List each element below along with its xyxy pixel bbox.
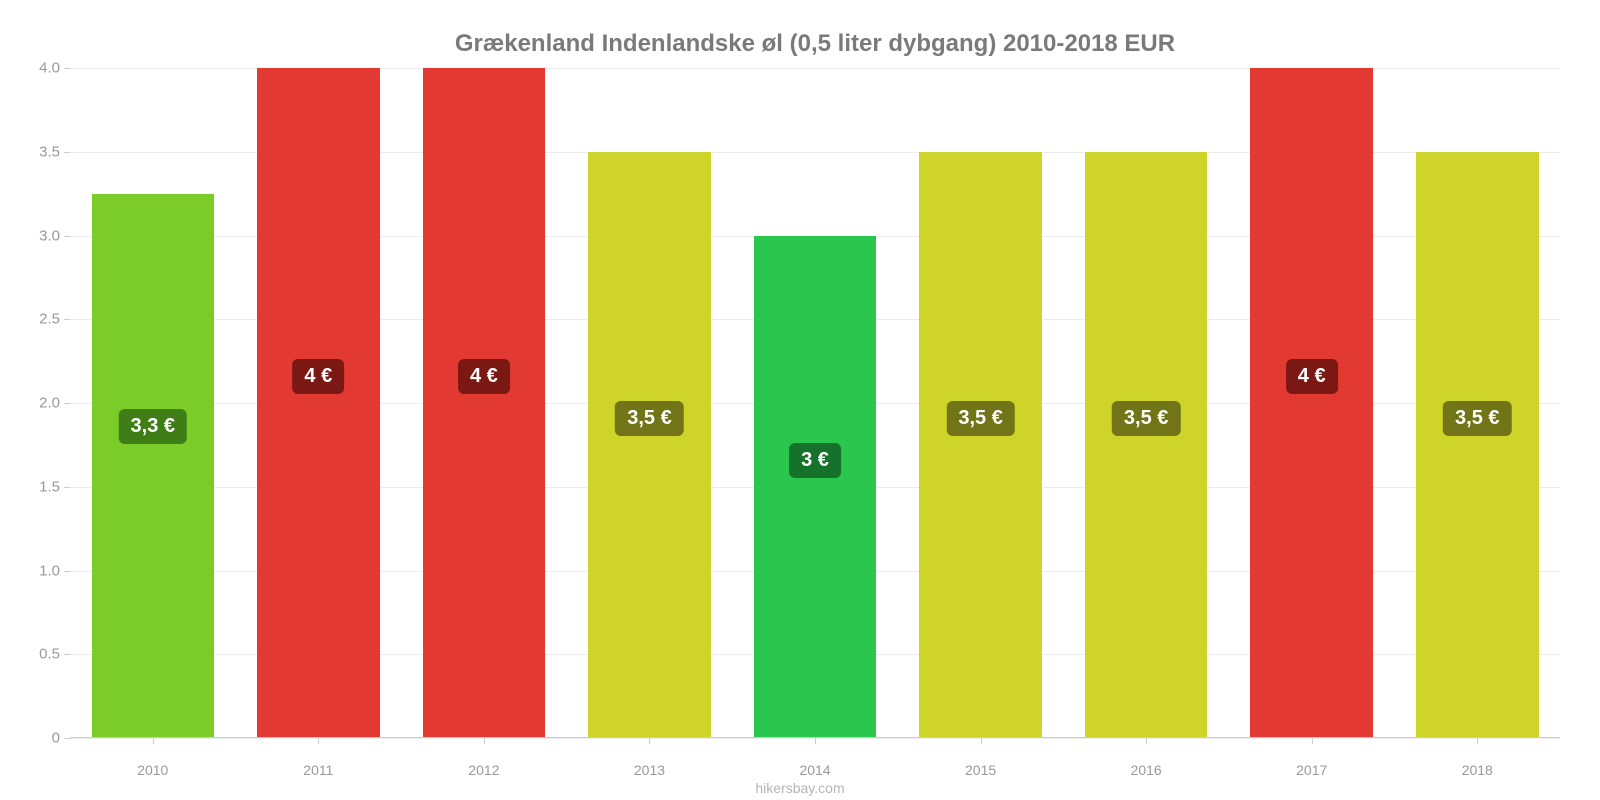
- bar: 3,5 €: [588, 152, 711, 738]
- bar-slot: 4 €: [1229, 68, 1395, 738]
- bar-slot: 4 €: [401, 68, 567, 738]
- x-tick-mark: [649, 738, 650, 744]
- bar: 3,5 €: [1416, 152, 1539, 738]
- bar-value-badge: 3,5 €: [1443, 401, 1511, 436]
- chart-container: Grækenland Indenlandske øl (0,5 liter dy…: [0, 0, 1600, 800]
- y-tick-label: 2.0: [20, 395, 60, 412]
- x-tick-mark: [1146, 738, 1147, 744]
- y-tick-label: 0.5: [20, 646, 60, 663]
- bar-slot: 3 €: [732, 68, 898, 738]
- bar-value-badge: 4 €: [292, 359, 344, 394]
- bars-layer: 3,3 € 4 € 4 € 3,5 € 3 € 3,5 € 3,5 € 4 € 3,5 €: [70, 68, 1560, 738]
- bar-value-badge: 3,5 €: [1112, 401, 1180, 436]
- x-axis-label: 2015: [898, 762, 1064, 778]
- bar-slot: 3,5 €: [1395, 68, 1561, 738]
- x-tick-mark: [1312, 738, 1313, 744]
- x-tick-mark: [484, 738, 485, 744]
- baseline: [70, 737, 1560, 738]
- bar: 3,5 €: [919, 152, 1042, 738]
- x-axis-label: 2012: [401, 762, 567, 778]
- attribution-text: hikersbay.com: [0, 780, 1600, 796]
- x-axis-label: 2010: [70, 762, 236, 778]
- x-tick-mark: [318, 738, 319, 744]
- plot-area: 00.51.01.52.02.53.03.54.0 3,3 €4 €4 €3,5…: [70, 68, 1560, 738]
- bar-slot: 3,5 €: [567, 68, 733, 738]
- x-tick-mark: [153, 738, 154, 744]
- y-tick-label: 1.0: [20, 562, 60, 579]
- x-axis-label: 2011: [236, 762, 402, 778]
- y-tick-label: 2.5: [20, 311, 60, 328]
- x-axis-label: 2014: [732, 762, 898, 778]
- bar-value-badge: 3,3 €: [119, 409, 187, 444]
- bar: 4 €: [423, 68, 546, 738]
- x-axis-label: 2013: [567, 762, 733, 778]
- y-tick-label: 3.0: [20, 227, 60, 244]
- bar-value-badge: 4 €: [1286, 359, 1338, 394]
- bar-value-badge: 4 €: [458, 359, 510, 394]
- bar: 4 €: [1250, 68, 1373, 738]
- y-tick-label: 4.0: [20, 60, 60, 77]
- bar-value-badge: 3 €: [789, 443, 841, 478]
- bar-slot: 4 €: [236, 68, 402, 738]
- y-tick-label: 3.5: [20, 143, 60, 160]
- x-axis-label: 2017: [1229, 762, 1395, 778]
- chart-title: Grækenland Indenlandske øl (0,5 liter dy…: [70, 30, 1560, 58]
- bar-slot: 3,5 €: [898, 68, 1064, 738]
- bar-value-badge: 3,5 €: [615, 401, 683, 436]
- x-axis-label: 2016: [1063, 762, 1229, 778]
- x-tick-mark: [981, 738, 982, 744]
- bar: 3,5 €: [1085, 152, 1208, 738]
- y-tick-label: 0: [20, 730, 60, 747]
- x-tick-mark: [1477, 738, 1478, 744]
- y-tick-label: 1.5: [20, 478, 60, 495]
- x-axis-labels: 201020112012201320142015201620172018: [70, 762, 1560, 778]
- x-axis-label: 2018: [1395, 762, 1561, 778]
- x-tick-mark: [815, 738, 816, 744]
- bar-slot: 3,3 €: [70, 68, 236, 738]
- bar-value-badge: 3,5 €: [946, 401, 1014, 436]
- bar: 4 €: [257, 68, 380, 738]
- bar: 3,3 €: [92, 194, 215, 738]
- y-tick-mark: [64, 738, 70, 739]
- bar: 3 €: [754, 236, 877, 739]
- bar-slot: 3,5 €: [1063, 68, 1229, 738]
